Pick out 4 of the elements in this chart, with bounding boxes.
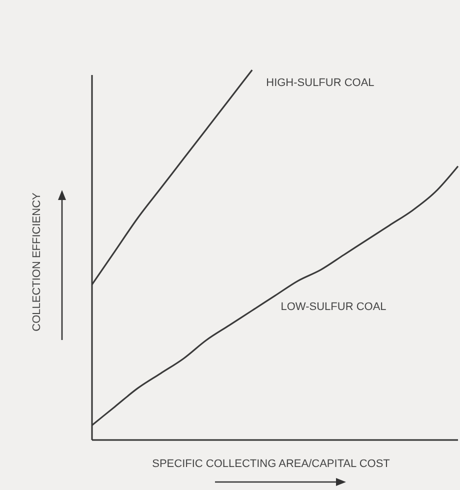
series-label: LOW-SULFUR COAL — [280, 300, 386, 313]
y-axis-title: COLLECTION EFFICIENCY — [31, 192, 43, 332]
series-label: HIGH-SULFUR COAL — [266, 77, 374, 89]
x-axis-title: SPECIFIC COLLECTING AREA/CAPITAL COST — [152, 458, 390, 470]
